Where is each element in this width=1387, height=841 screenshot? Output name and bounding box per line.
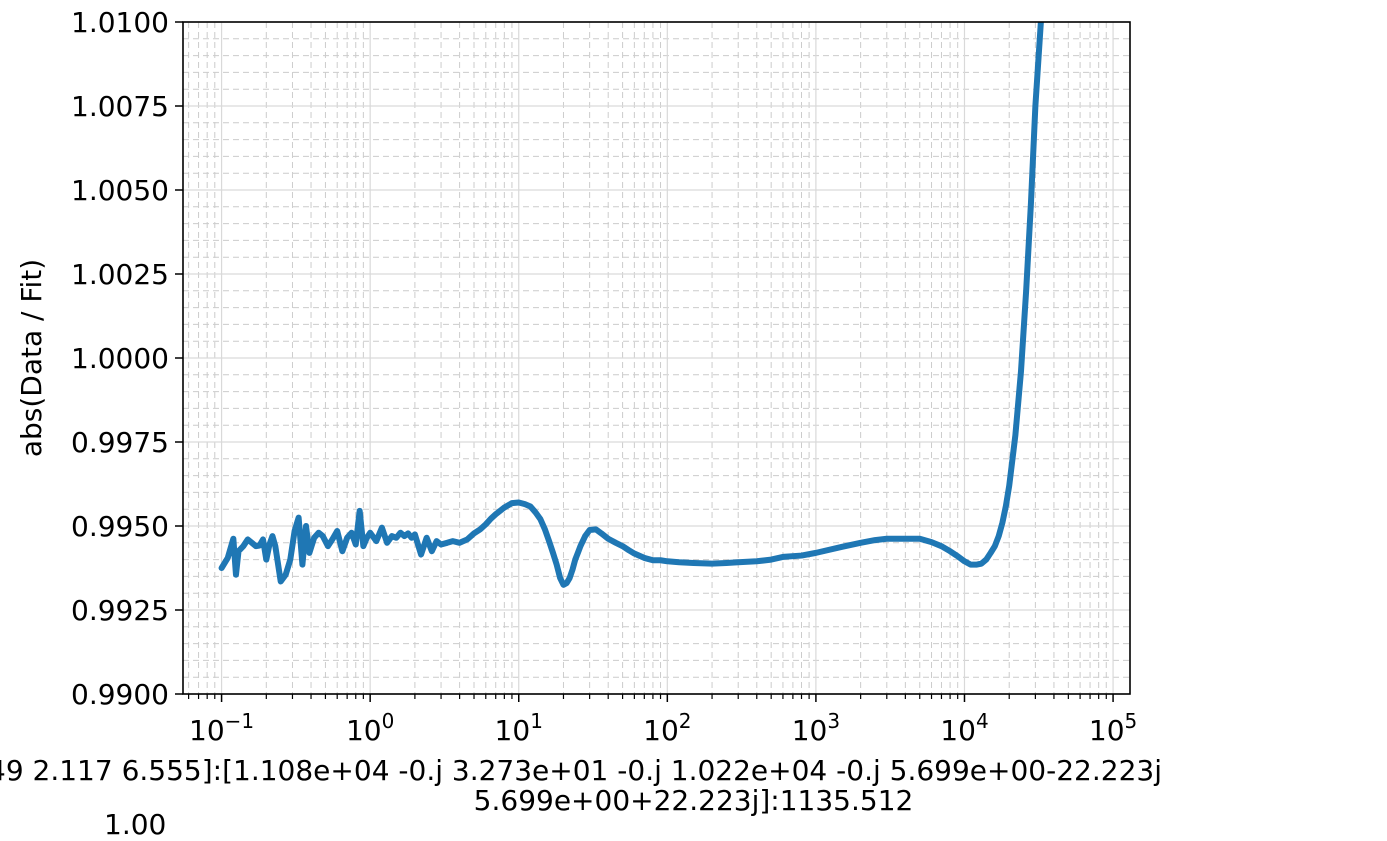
y-tick-label: 1.0100: [71, 6, 169, 39]
y-tick-label: 0.9900: [71, 678, 169, 711]
x-tick-label: 102: [643, 709, 691, 747]
x-tick-label: 100: [346, 709, 394, 747]
x-axis-label-line-3: 1.00: [104, 808, 167, 841]
x-tick-label: 103: [792, 709, 840, 747]
x-tick-label: 105: [1089, 709, 1137, 747]
x-axis-label-line-2: 5.699e+00+22.223j]:1135.512: [473, 784, 914, 817]
x-tick-label: 10−1: [189, 709, 254, 747]
chart-canvas: 0.9900 0.9925 0.9950 0.9975 1.0000 1.0025 1.00…: [15, 6, 1137, 747]
x-axis-label-line-1: 49 2.117 6.555]:[1.108e+04 -0.j 3.273e+0…: [0, 754, 1162, 787]
y-axis: 0.9900 0.9925 0.9950 0.9975 1.0000 1.0025 1.00…: [71, 6, 183, 711]
y-tick-label: 1.0050: [71, 174, 169, 207]
x-axis: 10−1 100 101 102 103 104 105: [188, 694, 1137, 747]
x-tick-label: 101: [495, 709, 543, 747]
series-line: [218, 22, 1044, 588]
y-tick-label: 1.0025: [71, 258, 169, 291]
y-tick-label: 0.9950: [71, 510, 169, 543]
series-group: [218, 22, 1044, 588]
y-tick-label: 0.9925: [71, 594, 169, 627]
y-tick-label: 1.0000: [71, 342, 169, 375]
x-tick-label: 104: [940, 709, 988, 747]
y-axis-label: abs(Data / Fit): [15, 259, 48, 457]
y-tick-label: 1.0075: [71, 90, 169, 123]
y-tick-label: 0.9975: [71, 426, 169, 459]
